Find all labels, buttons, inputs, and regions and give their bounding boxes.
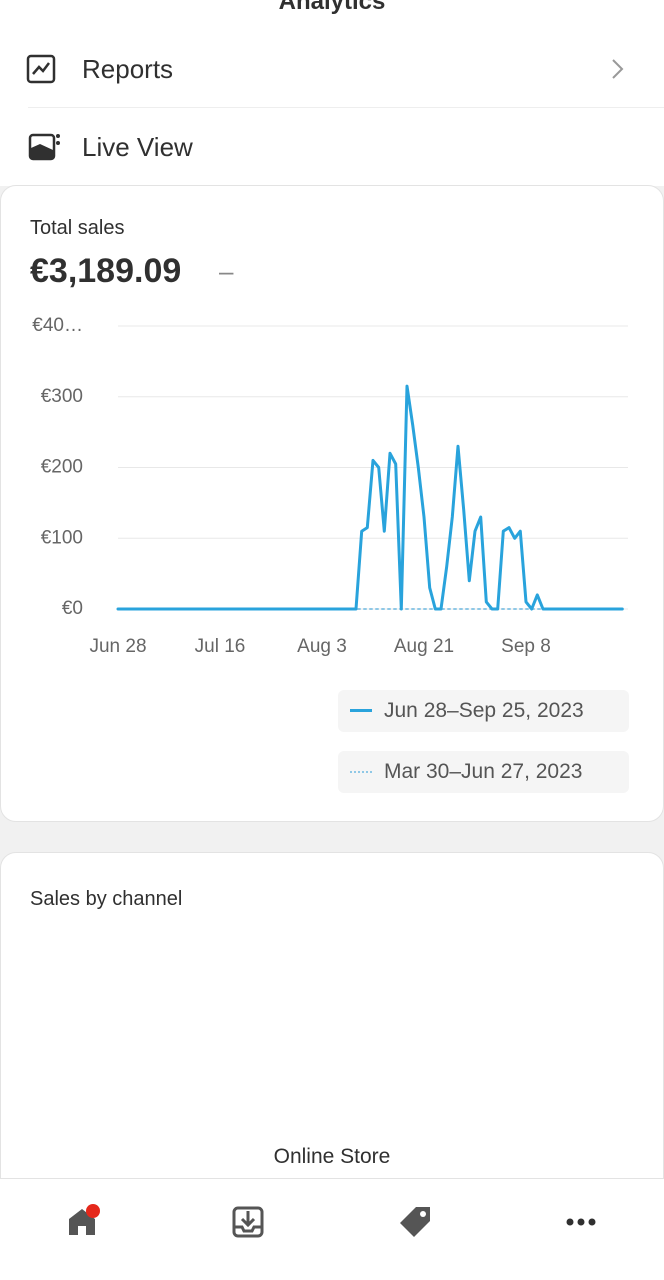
y-tick-label: €200 bbox=[41, 457, 83, 478]
x-tick-label: Aug 21 bbox=[394, 636, 454, 657]
y-tick-label: €300 bbox=[41, 386, 83, 407]
menu-label: Live View bbox=[82, 132, 193, 162]
channel-label: Online Store bbox=[273, 1145, 391, 1168]
x-tick-label: Jun 28 bbox=[89, 636, 146, 657]
x-tick-label: Aug 3 bbox=[297, 636, 347, 657]
orders-tab[interactable] bbox=[231, 1205, 267, 1241]
menu-label: Reports bbox=[82, 54, 174, 84]
live-view-icon bbox=[28, 133, 60, 161]
y-tick-label: €0 bbox=[62, 598, 83, 619]
chevron bbox=[612, 59, 624, 79]
legend-swatch bbox=[350, 771, 372, 773]
total-amount: €3,189.09 bbox=[30, 252, 182, 290]
x-tick-label: Sep 8 bbox=[501, 636, 551, 657]
chart: €0 €100 €200 €300 €40… Jun 28 Jul 16 Aug 3 Aug 2… bbox=[32, 315, 628, 657]
series-line bbox=[116, 384, 624, 611]
legend-swatch bbox=[350, 709, 372, 712]
bottom-nav bbox=[0, 1178, 664, 1280]
card-title: Total sales bbox=[30, 217, 125, 239]
header-title: Analytics bbox=[278, 0, 386, 15]
x-tick-label: Jul 16 bbox=[195, 636, 246, 657]
top-area bbox=[0, 0, 664, 186]
reports-icon bbox=[26, 54, 56, 84]
legend-label: Mar 30–Jun 27, 2023 bbox=[384, 760, 583, 783]
more-tab[interactable] bbox=[564, 1215, 598, 1229]
y-tick-label: €40… bbox=[32, 315, 83, 336]
divider bbox=[28, 107, 664, 108]
channel-card: Sales by channel Online Store bbox=[0, 852, 664, 1214]
menu-item[interactable]: Reports bbox=[0, 30, 664, 108]
comparison: – bbox=[219, 256, 234, 286]
products-tab[interactable] bbox=[398, 1205, 434, 1241]
legend-label: Jun 28–Sep 25, 2023 bbox=[384, 699, 584, 722]
legend-item[interactable]: Mar 30–Jun 27, 2023 bbox=[338, 751, 629, 793]
y-tick-label: €100 bbox=[41, 527, 83, 548]
legend-item[interactable]: Jun 28–Sep 25, 2023 bbox=[338, 690, 629, 732]
card-title: Sales by channel bbox=[30, 888, 183, 910]
home-tab[interactable] bbox=[66, 1203, 104, 1239]
menu-item[interactable]: Live View bbox=[0, 108, 664, 186]
total-sales-card: Total sales €3,189.09 – Jun 28–Sep 25, 2… bbox=[0, 185, 664, 822]
